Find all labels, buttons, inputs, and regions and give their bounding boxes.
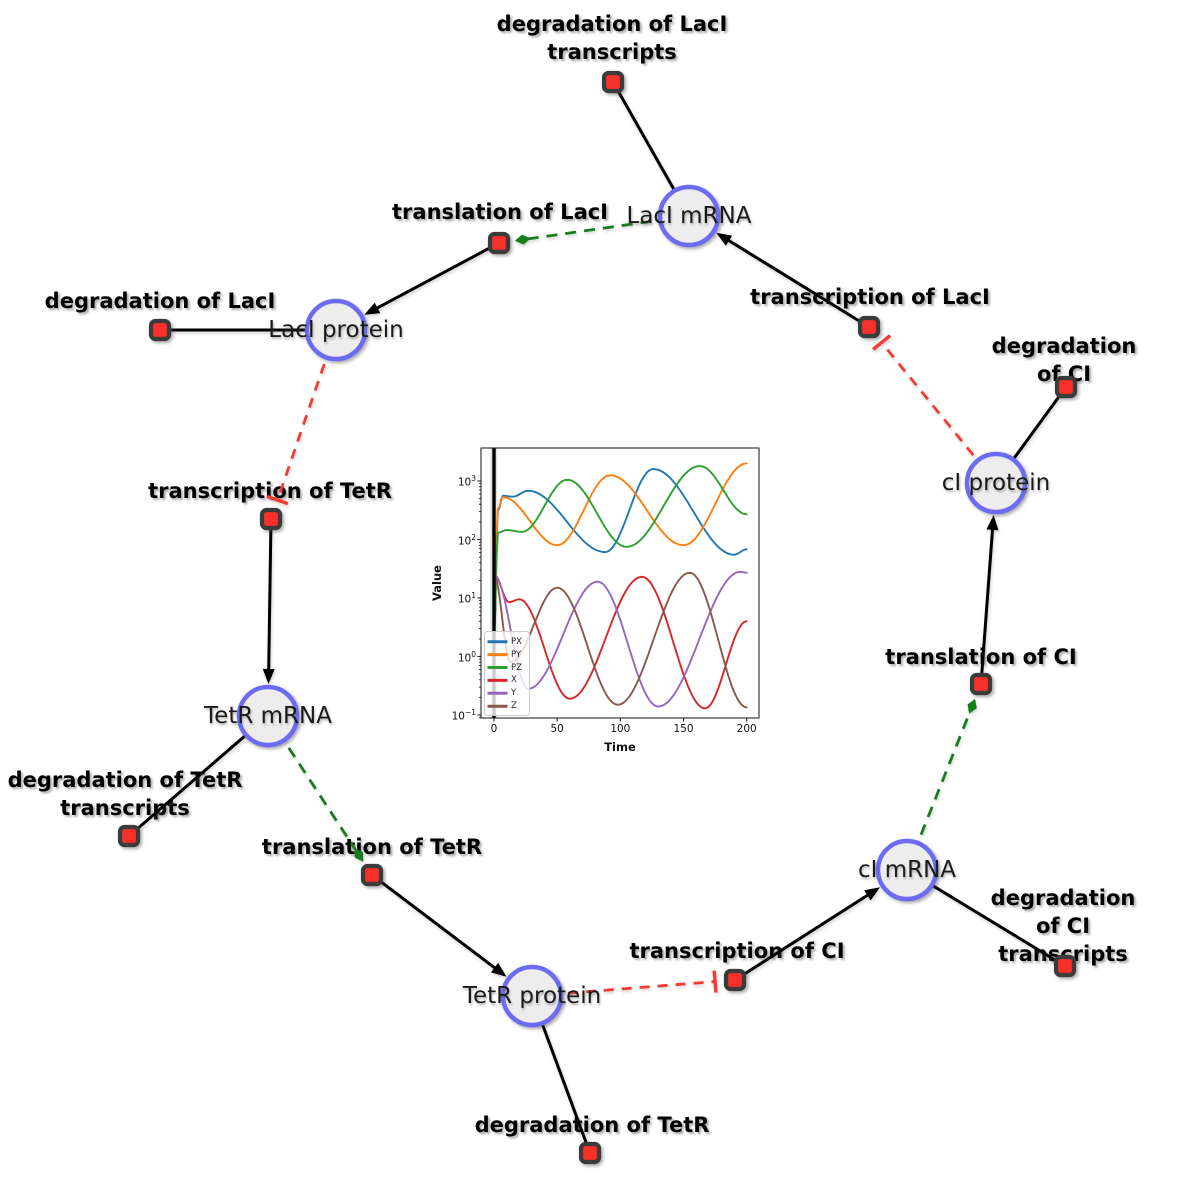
arrowhead <box>716 232 733 246</box>
reaction-node-deg_cI <box>1054 375 1078 399</box>
edge-transcr_lacI-lacI_mRNA-arrow <box>716 232 870 329</box>
arrowhead <box>364 302 381 315</box>
inhibition-tbar <box>266 494 289 506</box>
arrowhead <box>262 668 275 685</box>
edge-transl_tetR-tetR_protein-arrow <box>371 873 507 977</box>
series-PY-line <box>493 462 748 640</box>
species-node-cI_mRNA <box>875 838 939 902</box>
series-PZ-line <box>493 465 748 640</box>
reaction-node-deg_tetR_tx <box>117 824 141 848</box>
edge-transcr_cI-cI_mRNA-arrow <box>734 887 881 982</box>
species-node-lacI_protein <box>304 298 368 362</box>
arrowhead <box>986 514 999 531</box>
species-node-tetR_mRNA <box>236 684 300 748</box>
reaction-node-transl_lacI <box>487 231 511 255</box>
edges-group <box>128 81 1068 1154</box>
series-PX-line <box>493 468 748 640</box>
series-X-line <box>493 573 748 710</box>
nodes-group <box>117 70 1078 1165</box>
reaction-node-deg_lacI <box>148 318 172 342</box>
activation-diamond-arrowhead <box>967 698 977 714</box>
reaction-node-transcr_tetR <box>259 507 283 531</box>
arrowhead <box>864 887 881 901</box>
species-node-lacI_mRNA <box>657 184 721 248</box>
reaction-node-transl_tetR <box>360 863 384 887</box>
series-Y-line <box>493 570 748 708</box>
inset-chart <box>477 447 760 722</box>
reaction-node-deg_cI_tx <box>1053 954 1077 978</box>
activation-diamond-arrowhead <box>514 234 531 245</box>
edge-transcr_tetR-tetR_mRNA-arrow <box>262 518 275 685</box>
arrowhead <box>490 962 507 977</box>
reaction-node-deg_lacI_tx <box>601 70 625 94</box>
edge-cI_protein-transcr_lacI-inhibition <box>872 334 998 484</box>
edge-tetR_protein-transcr_cI-inhibition <box>531 970 718 998</box>
inhibition-tbar <box>712 970 718 993</box>
reaction-node-transcr_lacI <box>857 315 881 339</box>
edge-transl_lacI-lacI_protein-arrow <box>364 241 500 315</box>
series-Z-line <box>493 571 748 709</box>
activation-diamond-arrowhead <box>354 848 364 862</box>
species-node-cI_protein <box>964 451 1028 515</box>
reaction-node-transl_cI <box>969 672 993 696</box>
reaction-node-transcr_cI <box>723 968 747 992</box>
species-node-tetR_protein <box>500 964 564 1028</box>
inhibition-tbar <box>872 334 892 351</box>
edge-lacI_protein-transcr_tetR-inhibition <box>266 329 338 506</box>
chart-legend-box <box>484 631 530 716</box>
reaction-node-deg_tetR <box>578 1141 602 1165</box>
edge-transl_cI-cI_protein-arrow <box>979 514 999 685</box>
